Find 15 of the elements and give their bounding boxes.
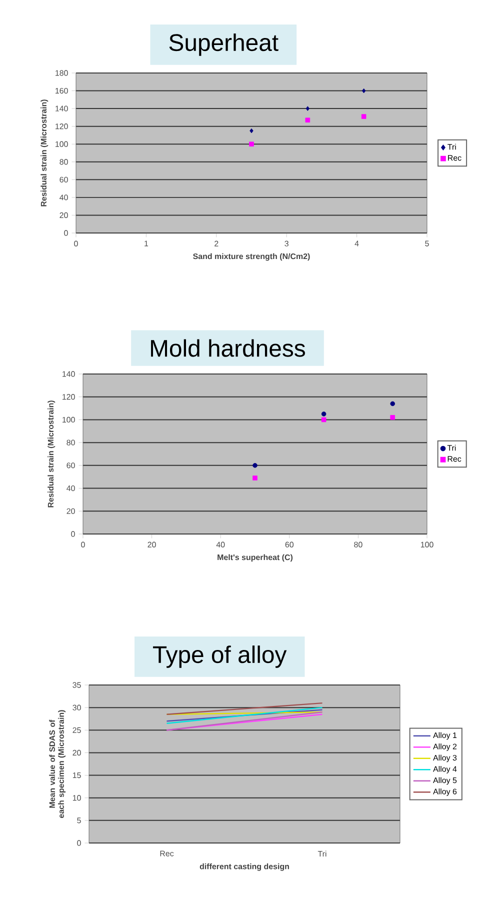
point xyxy=(321,417,326,422)
point xyxy=(361,114,366,119)
point xyxy=(252,463,258,468)
point xyxy=(390,415,395,420)
point xyxy=(252,476,258,480)
chart-title: Mold hardness xyxy=(151,339,305,357)
point xyxy=(306,106,310,111)
point xyxy=(362,88,366,94)
chart-title: Type of alloy xyxy=(153,646,287,668)
point xyxy=(321,412,326,416)
point xyxy=(250,128,254,134)
point xyxy=(249,142,254,146)
point xyxy=(305,118,310,122)
point xyxy=(390,401,395,406)
chart-title: Superheat xyxy=(169,34,278,56)
